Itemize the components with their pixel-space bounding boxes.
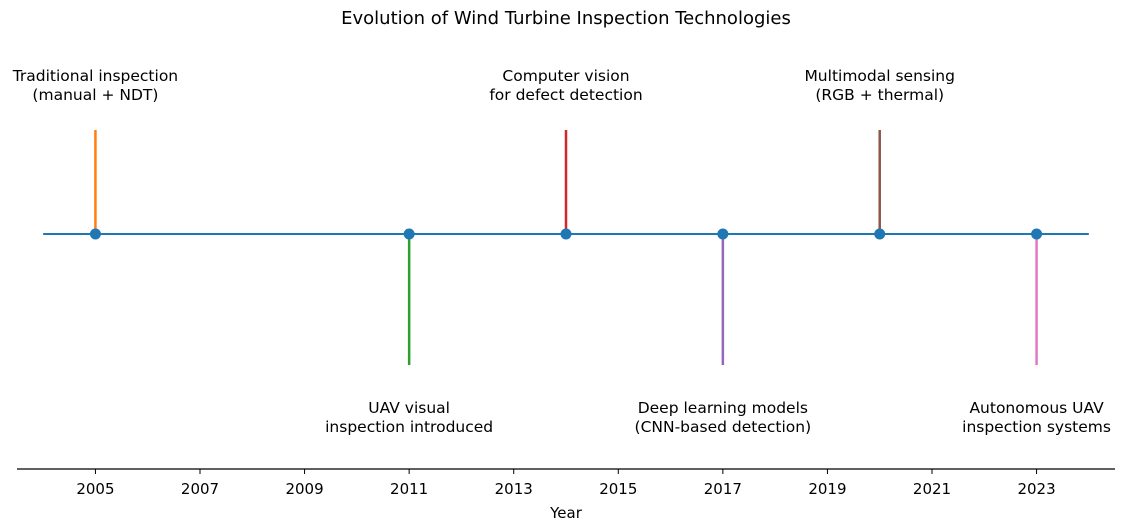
x-tick-label: 2021 (913, 480, 951, 498)
event-stems (94, 130, 1038, 365)
x-tick-label: 2011 (390, 480, 428, 498)
x-tick-label: 2013 (495, 480, 533, 498)
event-marker (403, 228, 415, 240)
event-marker (1031, 228, 1043, 240)
event-label-line: inspection systems (962, 418, 1111, 436)
event-label-line: Multimodal sensing (804, 67, 955, 85)
x-tick-label: 2017 (704, 480, 742, 498)
event-label: UAV visual inspection introduced (325, 399, 493, 436)
x-tick-label: 2009 (285, 480, 323, 498)
x-tick-label: 2015 (599, 480, 637, 498)
event-label-line: for defect detection (489, 86, 642, 104)
x-tick-label: 2005 (76, 480, 114, 498)
event-label: Deep learning models (CNN-based detection… (635, 399, 812, 436)
event-marker (89, 228, 101, 240)
event-label-line: (manual + NDT) (32, 86, 158, 104)
event-label-line: Computer vision (502, 67, 629, 85)
event-label-line: Autonomous UAV (969, 399, 1104, 417)
event-label-line: inspection introduced (325, 418, 493, 436)
event-labels: Traditional inspection (manual + NDT) UAV … (12, 67, 1111, 436)
event-marker (717, 228, 729, 240)
x-axis-ticks: 2005 2007 2009 2011 2013 2015 2017 2019 2021 2023 (76, 469, 1056, 498)
event-markers (89, 228, 1043, 240)
event-label: Computer vision for defect detection (489, 67, 642, 104)
event-label: Traditional inspection (manual + NDT) (12, 67, 178, 104)
chart-title: Evolution of Wind Turbine Inspection Tec… (341, 8, 791, 29)
event-label-line: Traditional inspection (12, 67, 178, 85)
event-label-line: (CNN-based detection) (635, 418, 812, 436)
event-label: Multimodal sensing (RGB + thermal) (804, 67, 955, 104)
event-label: Autonomous UAV inspection systems (962, 399, 1111, 436)
x-axis-label: Year (549, 504, 583, 522)
event-label-line: (RGB + thermal) (815, 86, 944, 104)
event-marker (874, 228, 886, 240)
event-label-line: UAV visual (368, 399, 450, 417)
event-marker (560, 228, 572, 240)
event-label-line: Deep learning models (638, 399, 808, 417)
x-tick-label: 2007 (181, 480, 219, 498)
x-tick-label: 2023 (1017, 480, 1055, 498)
x-tick-label: 2019 (808, 480, 846, 498)
